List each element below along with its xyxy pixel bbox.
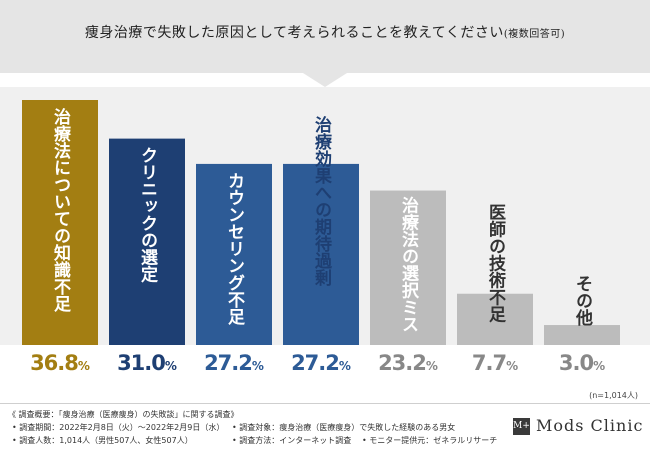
- bar-7: [544, 325, 620, 345]
- category-label-5: 治療法の選択ミス: [398, 196, 419, 333]
- value-number: 27.2: [291, 351, 340, 375]
- survey-title: 《 調査概要：「痩身治療（医療痩身）の失敗談」に関する調査》: [8, 410, 239, 419]
- value-unit: %: [164, 359, 177, 373]
- footer-divider: [0, 403, 650, 404]
- category-label-6: 医師の技術不足: [485, 204, 507, 324]
- category-label-7: その他: [572, 275, 594, 326]
- survey-target: • 調査対象：痩身治療（医療痩身）で失敗した経験のある男女: [232, 423, 456, 432]
- category-label-3: カウンセリング不足: [224, 172, 245, 326]
- value-unit: %: [425, 359, 438, 373]
- value-unit: %: [251, 359, 264, 373]
- value-number: 23.2: [378, 351, 427, 375]
- value-unit: %: [593, 359, 606, 373]
- title-pointer: [303, 73, 347, 87]
- logo-text: Mods Clinic: [536, 416, 644, 435]
- value-number: 27.2: [204, 351, 253, 375]
- value-unit: %: [338, 359, 351, 373]
- survey-respondents: • 調査人数：1,014人（男性507人、女性507人）: [12, 436, 193, 445]
- survey-method: • 調査方法：インターネット調査: [232, 436, 352, 445]
- bar-4: [283, 163, 359, 345]
- value-unit: %: [77, 359, 90, 373]
- value-unit: %: [506, 359, 519, 373]
- category-label-1: 治療法についての知識不足: [50, 107, 72, 313]
- value-number: 31.0: [117, 351, 166, 375]
- value-label-4: 27.2%: [281, 351, 361, 375]
- value-number: 36.8: [30, 351, 79, 375]
- value-label-6: 7.7%: [455, 351, 535, 375]
- category-label-2: クリニックの選定: [137, 147, 158, 284]
- value-label-3: 27.2%: [194, 351, 274, 375]
- title-text: 痩身治療で失敗した原因として考えられることを教えてください: [84, 25, 504, 41]
- value-label-7: 3.0%: [542, 351, 622, 375]
- title-note: (複数回答可): [503, 29, 566, 40]
- value-number: 7.7: [471, 351, 507, 375]
- value-label-2: 31.0%: [107, 351, 187, 375]
- value-label-1: 36.8%: [20, 351, 100, 375]
- title-band: [0, 0, 650, 73]
- monitor-provider: • モニター提供元：ゼネラルリサーチ: [362, 436, 498, 445]
- bar-6: [457, 293, 533, 345]
- chart-title: 痩身治療で失敗した原因として考えられることを教えてください(複数回答可): [0, 22, 650, 42]
- bar-2: [109, 138, 185, 345]
- logo-mark: M+: [513, 418, 530, 435]
- value-number: 3.0: [558, 351, 594, 375]
- survey-period: • 調査期間：2022年2月8日（火）〜2022年2月9日（水）: [12, 423, 225, 432]
- sample-size-note: (n=1,014人): [589, 391, 638, 400]
- bar-5: [370, 190, 446, 345]
- value-label-5: 23.2%: [368, 351, 448, 375]
- category-label-4: 治療効果への期待過剰: [311, 115, 333, 287]
- bar-3: [196, 163, 272, 345]
- bar-1: [22, 100, 98, 345]
